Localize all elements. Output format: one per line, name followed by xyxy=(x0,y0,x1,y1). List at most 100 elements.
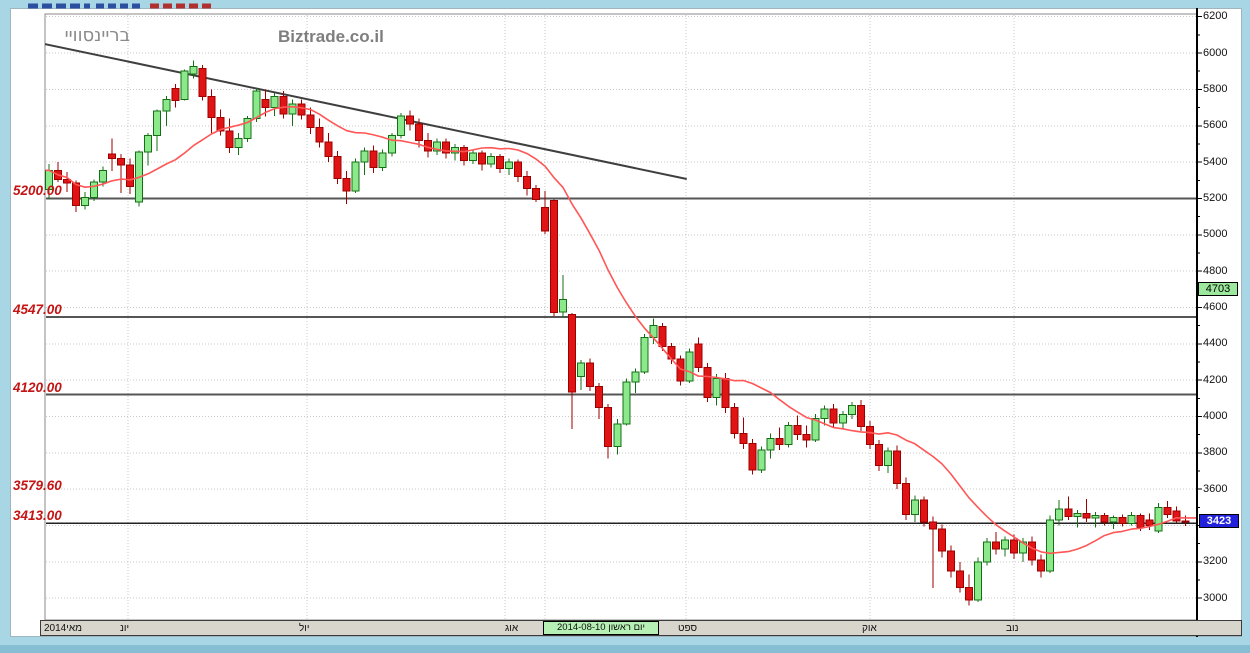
candle-body xyxy=(405,115,414,125)
y-axis-tick-label: 3800 xyxy=(1203,446,1228,459)
candle-body xyxy=(1082,513,1091,519)
candle-body xyxy=(910,499,919,516)
candle-body xyxy=(1136,515,1145,528)
candle-body xyxy=(108,153,117,159)
price-level-label: 4120.00 xyxy=(13,379,62,395)
candle-body xyxy=(667,346,676,360)
candle-body xyxy=(378,152,387,169)
candle-body xyxy=(838,414,847,424)
candle-body xyxy=(1109,516,1118,523)
candle-body xyxy=(72,182,81,207)
candle-body xyxy=(523,176,532,189)
candle-body xyxy=(468,152,477,161)
candle-body xyxy=(928,521,937,530)
candle-body xyxy=(1172,510,1181,522)
y-axis-tick-label: 4400 xyxy=(1203,337,1228,350)
candle-body xyxy=(99,169,108,183)
candle-body xyxy=(730,406,739,435)
candle-body xyxy=(739,433,748,445)
candle-body xyxy=(947,550,955,572)
x-axis-month-label: נוב xyxy=(1006,622,1019,634)
candle-body xyxy=(775,437,784,446)
candle-body xyxy=(171,88,180,101)
candle-body xyxy=(198,68,207,98)
candle-body xyxy=(297,103,306,116)
marker-price-badge: 4703 xyxy=(1198,281,1238,296)
candle-body xyxy=(532,187,541,200)
y-axis-tick-label: 4000 xyxy=(1203,409,1228,422)
candle-body xyxy=(937,528,946,552)
candle-body xyxy=(550,199,559,314)
symbol-watermark: בריינסוויי xyxy=(64,25,130,46)
candle-body xyxy=(216,117,225,132)
candle-body xyxy=(577,362,586,378)
candle-body xyxy=(956,570,965,588)
bottom-frame-band xyxy=(0,645,1250,653)
candle-body xyxy=(288,103,297,115)
x-axis-month-label: מאי2014 xyxy=(44,622,82,634)
candle-body xyxy=(144,135,153,153)
candle-body xyxy=(847,405,856,416)
candle-body xyxy=(279,96,288,115)
candle-body xyxy=(992,541,1001,550)
candle-body xyxy=(685,351,694,382)
candle-body xyxy=(1028,541,1037,561)
candle-body xyxy=(1181,520,1190,523)
candle-body xyxy=(1001,539,1010,550)
candle-body xyxy=(351,161,360,192)
candle-body xyxy=(496,156,504,169)
candle-body xyxy=(829,408,838,424)
candle-body xyxy=(261,98,270,109)
candle-body xyxy=(712,377,721,398)
y-axis-tick-label: 5800 xyxy=(1203,82,1228,95)
candles-group xyxy=(45,60,1190,606)
candle-body xyxy=(802,434,811,441)
y-axis-tick-label: 5000 xyxy=(1203,228,1228,241)
candle-body xyxy=(1118,516,1127,525)
candle-body xyxy=(81,197,90,207)
candle-body xyxy=(703,366,712,398)
candle-body xyxy=(811,417,820,441)
candle-body xyxy=(369,150,378,169)
candle-body xyxy=(541,207,550,232)
candle-body xyxy=(450,147,459,154)
candle-body xyxy=(207,96,216,119)
candle-body xyxy=(90,181,99,199)
y-axis-tick-label: 3000 xyxy=(1203,591,1228,604)
candle-body xyxy=(153,110,162,137)
candle-body xyxy=(396,115,405,137)
candle-body xyxy=(333,156,342,179)
y-axis-tick-label: 3600 xyxy=(1203,482,1228,495)
candle-body xyxy=(1046,519,1055,572)
candle-body xyxy=(865,425,874,446)
price-level-label: 3579.60 xyxy=(13,477,62,493)
moving-average-line xyxy=(45,105,1196,555)
candle-body xyxy=(604,406,613,447)
candle-body xyxy=(965,586,974,601)
candle-body xyxy=(441,141,450,154)
price-level-label: 3413.00 xyxy=(13,508,62,524)
candle-body xyxy=(1037,559,1046,572)
candle-body xyxy=(613,423,622,447)
x-axis-month-label: יול xyxy=(299,622,310,634)
candle-body xyxy=(1145,519,1154,527)
candle-body xyxy=(820,408,829,419)
candle-body xyxy=(631,371,640,383)
y-axis-tick-label: 4600 xyxy=(1203,300,1228,313)
candle-body xyxy=(459,147,468,161)
selected-date-label: יום ראשון 2014-08-10 xyxy=(543,621,659,635)
candle-body xyxy=(117,157,126,166)
x-axis-month-label: יונ xyxy=(120,622,130,634)
candle-body xyxy=(568,314,577,393)
candle-body xyxy=(1100,515,1109,523)
trendline xyxy=(45,43,687,180)
candle-body xyxy=(748,443,757,471)
candle-body xyxy=(883,450,892,467)
candle-body xyxy=(622,381,631,425)
candle-body xyxy=(766,437,775,451)
price-level-label: 5200.00 xyxy=(13,183,62,199)
candle-body xyxy=(1127,515,1136,525)
candle-body xyxy=(1073,513,1082,517)
